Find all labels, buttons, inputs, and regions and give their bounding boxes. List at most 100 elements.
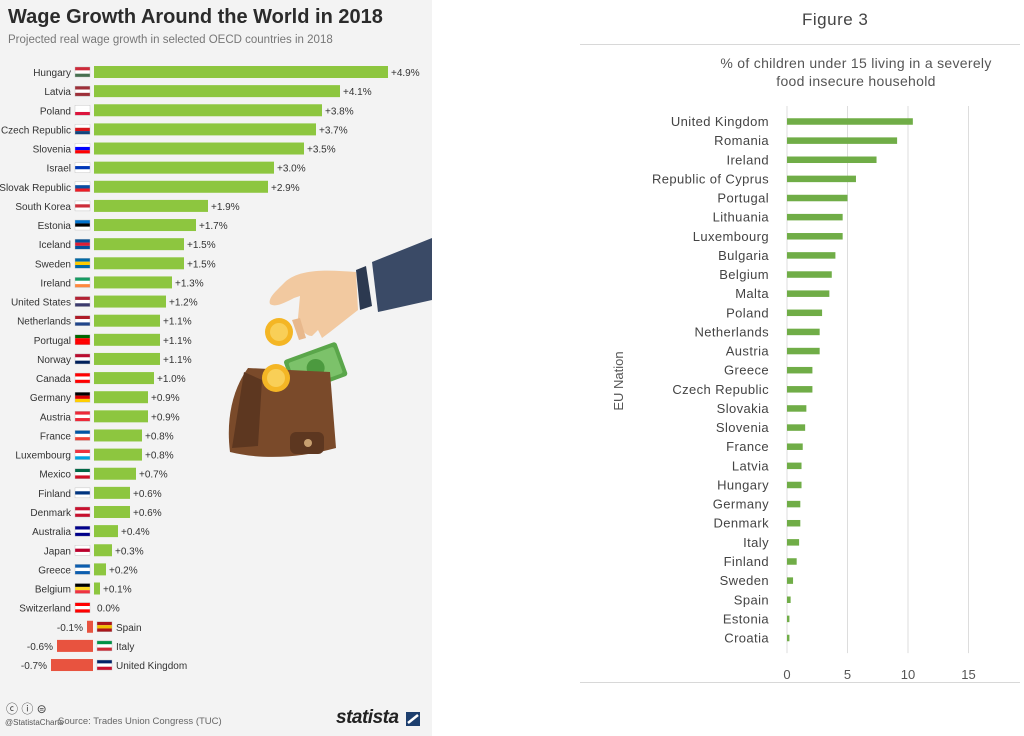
- food-country-label: Estonia: [723, 611, 770, 626]
- food-bar: [787, 539, 800, 546]
- wage-bar: [87, 620, 93, 633]
- wage-country-label: Ireland: [40, 278, 71, 289]
- wage-country-label: Iceland: [39, 240, 71, 251]
- country-flag-icon: [74, 602, 91, 613]
- food-bar: [787, 252, 836, 259]
- wage-country-label: Denmark: [30, 508, 72, 519]
- country-flag-icon: [74, 124, 91, 135]
- wage-bar: [94, 161, 274, 174]
- wage-value-label: +1.7%: [199, 221, 228, 232]
- figure-bottom-rule: [580, 682, 1020, 683]
- country-flag-icon: [74, 430, 91, 441]
- food-chart-title: % of children under 15 living in a sever…: [720, 55, 992, 89]
- wage-bar: [94, 219, 196, 232]
- food-x-tick-label: 5: [844, 667, 851, 682]
- food-x-tick-label: 15: [961, 667, 975, 682]
- wage-bar: [94, 104, 322, 117]
- wage-bar: [94, 582, 100, 595]
- wage-country-label: Norway: [37, 355, 71, 366]
- country-flag-icon: [74, 200, 91, 212]
- wage-value-label: +4.9%: [391, 68, 420, 79]
- wage-country-label: Slovak Republic: [0, 183, 71, 194]
- wage-country-label: Hungary: [33, 68, 71, 79]
- country-flag-icon: [74, 411, 91, 422]
- wage-country-label: Belgium: [35, 585, 71, 596]
- food-country-label: Poland: [726, 305, 769, 320]
- country-flag-icon: [96, 621, 113, 632]
- food-country-label: Ireland: [726, 152, 769, 167]
- food-country-label: Hungary: [717, 477, 769, 492]
- wage-country-label: Italy: [116, 642, 134, 653]
- license-icons: ⓒ ⓘ ⊜: [6, 702, 47, 716]
- food-bar: [787, 386, 813, 393]
- food-country-label: Croatia: [724, 631, 769, 646]
- country-flag-icon: [74, 66, 91, 78]
- wallet-hand-illustration: [228, 238, 432, 457]
- wage-value-label: +3.5%: [307, 145, 336, 156]
- wage-bar: [94, 505, 130, 518]
- food-country-label: Greece: [724, 363, 769, 378]
- wage-value-label: +0.8%: [145, 431, 174, 442]
- food-country-label: France: [726, 439, 769, 454]
- wage-country-label: Poland: [40, 106, 71, 117]
- food-bar: [787, 634, 790, 642]
- food-country-label: Latvia: [732, 458, 769, 473]
- wage-bar: [51, 659, 93, 672]
- wage-value-label: -0.6%: [27, 642, 53, 653]
- food-country-label: United Kingdom: [671, 114, 769, 129]
- food-bar: [787, 519, 801, 527]
- country-flag-icon: [96, 640, 113, 652]
- wage-country-label: Czech Republic: [1, 125, 71, 136]
- wage-value-label: +0.7%: [139, 470, 168, 481]
- food-country-label: Slovenia: [716, 420, 769, 435]
- wage-country-label: Latvia: [44, 87, 71, 98]
- wage-value-label: +0.9%: [151, 393, 180, 404]
- wage-country-label: Spain: [116, 623, 142, 634]
- wage-bar: [94, 142, 304, 155]
- wage-value-label: +0.8%: [145, 451, 174, 462]
- wage-value-label: -0.7%: [21, 661, 47, 672]
- food-bar: [787, 347, 820, 355]
- wage-value-label: +1.9%: [211, 202, 240, 213]
- statista-logo-icon: [406, 712, 420, 726]
- food-country-label: Lithuania: [713, 210, 770, 225]
- food-bar: [787, 462, 802, 470]
- country-flag-icon: [74, 564, 91, 575]
- figure-top-rule: [580, 44, 1020, 45]
- wage-value-label: 0.0%: [97, 604, 120, 615]
- country-flag-icon: [74, 372, 91, 384]
- country-flag-icon: [74, 525, 91, 537]
- country-flag-icon: [74, 506, 91, 518]
- food-bar: [787, 366, 813, 374]
- wage-value-label: +1.1%: [163, 317, 192, 328]
- wage-value-label: +0.1%: [103, 585, 132, 596]
- wage-country-label: Japan: [44, 546, 71, 557]
- food-country-label: Denmark: [713, 516, 769, 531]
- country-flag-icon: [74, 162, 91, 173]
- wage-bar: [94, 257, 184, 270]
- wage-bar: [94, 563, 106, 576]
- food-bar: [787, 290, 830, 297]
- wage-bar: [94, 467, 136, 480]
- wage-bar: [94, 429, 142, 442]
- country-flag-icon: [96, 659, 113, 671]
- wage-country-label: Austria: [40, 412, 72, 423]
- food-bar: [787, 443, 803, 450]
- food-bar: [787, 405, 807, 412]
- food-bar: [787, 175, 856, 183]
- country-flag-icon: [74, 85, 91, 97]
- wage-bar: [94, 410, 148, 423]
- country-flag-icon: [74, 487, 91, 499]
- country-flag-icon: [74, 258, 91, 269]
- wage-bar: [94, 544, 112, 557]
- food-country-label: Belgium: [719, 267, 769, 282]
- wage-value-label: +0.4%: [121, 527, 150, 538]
- wage-country-label: Australia: [32, 527, 71, 538]
- food-country-label: Netherlands: [695, 324, 770, 339]
- wage-bar: [94, 333, 160, 346]
- country-flag-icon: [74, 277, 91, 288]
- food-bar: [787, 328, 820, 336]
- wage-country-label: Mexico: [39, 470, 71, 481]
- wage-country-label: Portugal: [34, 336, 71, 347]
- food-country-label: Austria: [726, 344, 770, 359]
